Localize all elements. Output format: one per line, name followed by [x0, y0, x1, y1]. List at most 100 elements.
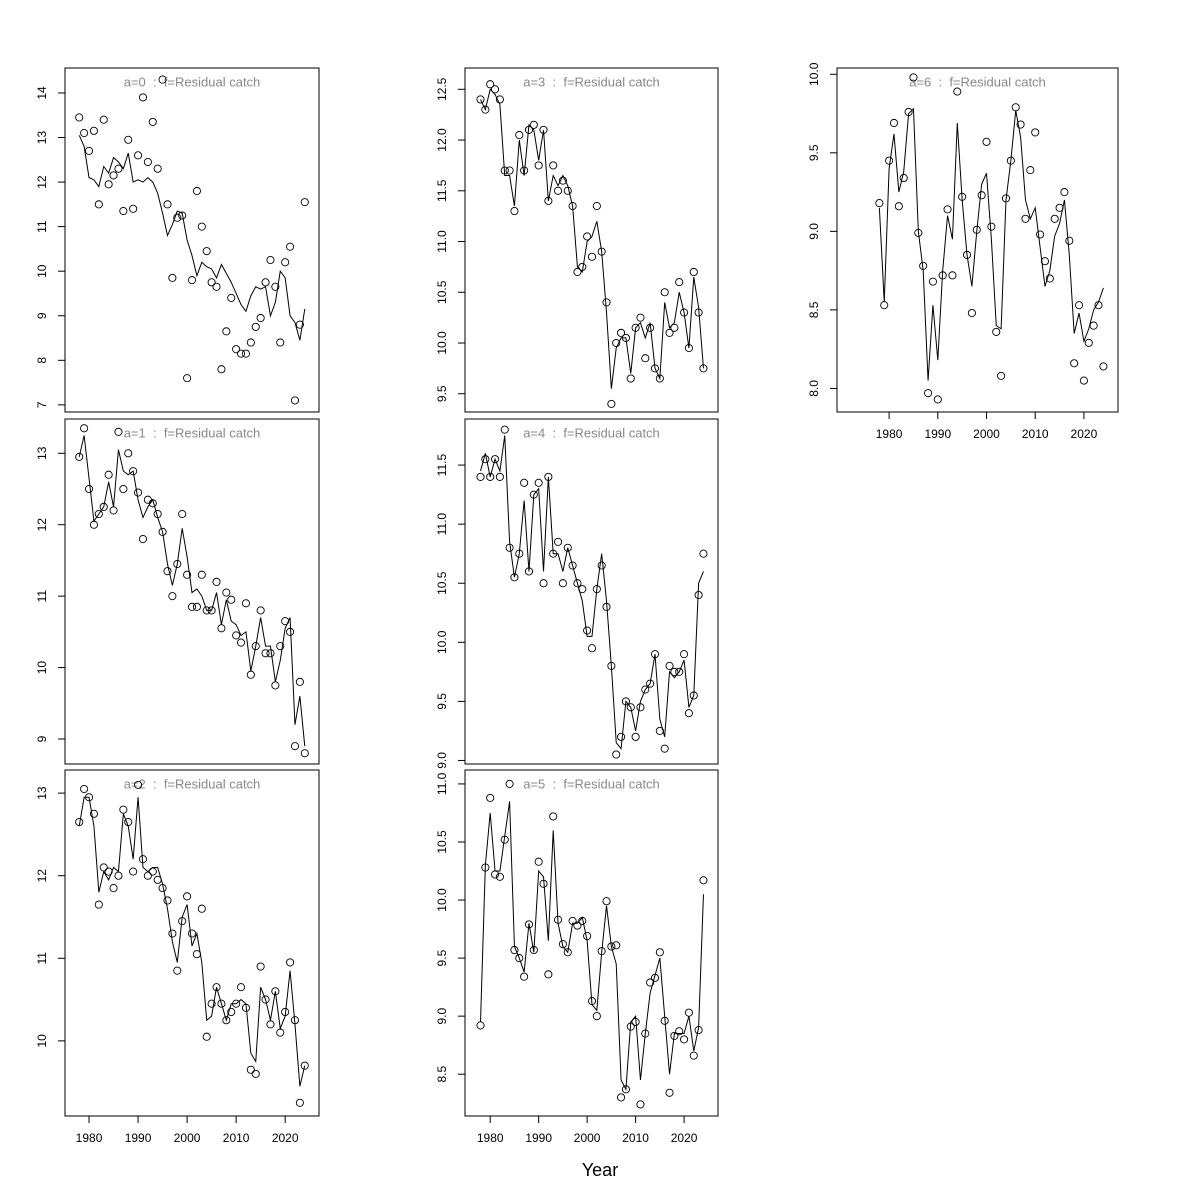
observed-point [520, 478, 529, 487]
observed-point [495, 872, 504, 881]
observed-point [486, 793, 495, 802]
observed-point [476, 95, 485, 104]
observed-point [612, 941, 621, 950]
observed-point [1036, 230, 1045, 239]
y-tick-label: 9.0 [807, 223, 821, 240]
observed-point [129, 204, 138, 213]
y-tick-label: 10.5 [435, 830, 449, 854]
y-tick-label: 10.5 [435, 571, 449, 595]
y-tick-label: 11.0 [435, 230, 449, 253]
observed-point [192, 950, 201, 959]
observed-point [232, 631, 241, 640]
observed-point [183, 570, 192, 579]
y-tick-label: 9.0 [435, 1007, 449, 1024]
fitted-line [78, 435, 306, 747]
observed-point [563, 186, 572, 195]
observed-point [129, 867, 138, 876]
y-tick-label: 10.5 [435, 280, 449, 304]
observed-point [899, 173, 908, 183]
y-tick-label: 10.0 [807, 62, 821, 86]
observed-point [281, 258, 290, 267]
observed-point [84, 146, 94, 155]
observed-point [271, 282, 280, 291]
observed-point [587, 252, 597, 261]
y-tick-label: 11.0 [435, 772, 449, 795]
observed-point [295, 677, 304, 686]
observed-point [1045, 274, 1054, 283]
observed-point [515, 954, 524, 963]
observed-point [251, 642, 260, 651]
observed-point [486, 472, 495, 481]
observed-point [558, 940, 567, 949]
observed-point [202, 1032, 211, 1041]
observed-point [266, 1020, 275, 1029]
observed-point [1089, 321, 1098, 330]
observed-point [997, 371, 1006, 380]
y-tick-label: 12.0 [435, 128, 449, 152]
observed-point [114, 427, 123, 436]
observed-point [148, 117, 157, 126]
x-tick-label: 2000 [574, 1131, 601, 1145]
observed-point [94, 200, 103, 209]
y-tick-label: 10 [35, 264, 49, 278]
observed-point [563, 948, 572, 957]
observed-point [631, 732, 640, 741]
observed-point [573, 267, 582, 277]
observed-point [134, 488, 143, 497]
observed-point [670, 667, 679, 676]
y-tick-label: 11 [35, 220, 49, 233]
observed-point [114, 871, 123, 880]
observed-point [261, 649, 270, 658]
x-tick-label: 2010 [1022, 427, 1049, 441]
observed-point [554, 186, 563, 195]
observed-point [529, 120, 538, 129]
observed-point [99, 502, 108, 511]
observed-point [192, 602, 201, 611]
observed-point [232, 345, 241, 354]
observed-point [607, 399, 616, 408]
observed-point [617, 1093, 626, 1102]
observed-point [943, 205, 952, 214]
observed-point [933, 395, 942, 404]
y-tick-label: 12.5 [435, 77, 449, 101]
y-tick-label: 11.5 [435, 179, 449, 202]
observed-point [660, 288, 669, 297]
plot-frame [64, 67, 320, 413]
observed-point [256, 962, 265, 971]
observed-point [967, 308, 976, 318]
observed-point [276, 338, 285, 347]
observed-point [675, 278, 684, 287]
observed-point [222, 327, 231, 336]
observed-point [1050, 214, 1059, 223]
observed-point [617, 328, 626, 337]
y-tick-label: 10.0 [435, 888, 449, 912]
observed-point [134, 780, 143, 789]
observed-point [80, 424, 89, 433]
observed-point [670, 323, 679, 332]
x-tick-label: 1980 [76, 1131, 103, 1145]
observed-point [286, 958, 295, 967]
y-tick-label: 12 [35, 175, 49, 189]
y-tick-label: 9.5 [435, 949, 449, 966]
observed-point [241, 349, 250, 358]
x-axis-label: Year [582, 1160, 618, 1180]
plot-frame [64, 418, 320, 765]
observed-point [187, 602, 197, 611]
observed-point [217, 624, 226, 633]
x-tick-label: 2020 [1071, 427, 1098, 441]
observed-point [222, 1016, 231, 1025]
observed-point [505, 166, 514, 175]
observed-point [510, 207, 519, 216]
y-tick-label: 9.5 [435, 385, 449, 402]
observed-point [99, 863, 108, 872]
observed-point [202, 247, 211, 256]
observed-point [168, 929, 177, 938]
observed-point [894, 202, 903, 211]
observed-point [534, 161, 543, 170]
observed-point [1079, 376, 1088, 385]
observed-point [89, 809, 98, 818]
observed-point [138, 534, 148, 544]
panel-title: a=0 : f=Residual catch [124, 74, 261, 89]
observed-point [286, 242, 295, 251]
